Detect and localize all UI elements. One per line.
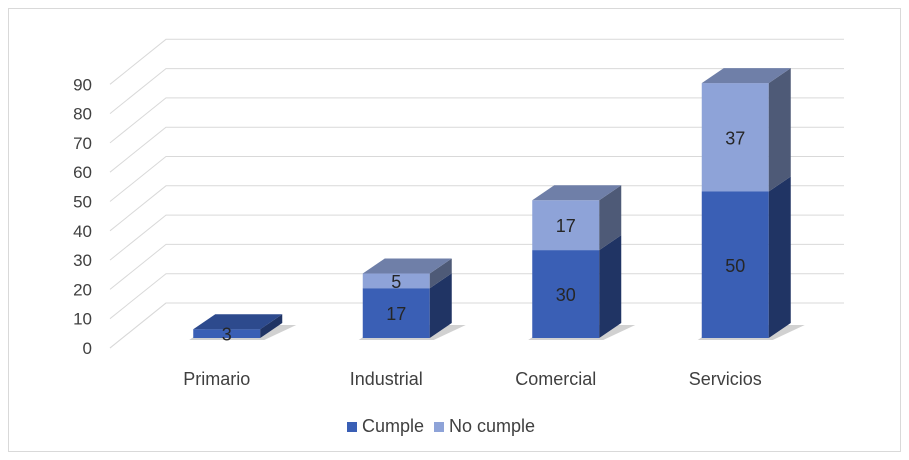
bar-segment-no-cumple (701, 83, 769, 192)
y-tick-label: 10 (73, 310, 92, 329)
gridline (109, 97, 844, 144)
bar-top (701, 68, 791, 84)
y-tick-label: 80 (73, 105, 92, 124)
bar-side (768, 176, 791, 338)
bar-side (599, 235, 622, 338)
gridline (109, 126, 844, 173)
x-category-label: Comercial (515, 369, 596, 389)
legend-label: No cumple (449, 416, 535, 436)
x-axis-categories: Primario Industrial Comercial Servicios (183, 369, 762, 389)
data-label: 5 (391, 272, 401, 292)
x-category-label: Servicios (689, 369, 762, 389)
bar-side (429, 273, 452, 338)
data-label: 50 (725, 256, 745, 276)
x-category-label: Primario (183, 369, 250, 389)
data-label: 17 (556, 216, 576, 236)
bar-top (532, 185, 622, 201)
y-tick-label: 40 (73, 222, 92, 241)
bar-segment-cumple (701, 191, 769, 338)
y-tick-label: 0 (83, 339, 92, 358)
gridline (109, 156, 844, 202)
legend: Cumple No cumple (347, 416, 535, 436)
y-tick-label: 20 (73, 280, 92, 299)
data-label: 17 (386, 304, 406, 324)
bar-segment-cumple (362, 288, 430, 338)
bar-side (599, 185, 622, 251)
bar-side (429, 258, 452, 289)
bar-segment-no-cumple (532, 200, 600, 251)
y-tick-label: 90 (73, 75, 92, 94)
data-labels: 3 17 5 30 17 50 37 (222, 128, 746, 344)
bar-side (768, 68, 791, 192)
gridline (109, 68, 844, 114)
legend-label: Cumple (362, 416, 424, 436)
legend-swatch (434, 422, 444, 432)
y-tick-label: 60 (73, 163, 92, 182)
bar-segment-no-cumple (362, 273, 430, 289)
floor-edge (109, 302, 167, 349)
y-tick-label: 30 (73, 251, 92, 270)
x-category-label: Industrial (350, 369, 423, 389)
y-tick-label: 50 (73, 193, 92, 212)
bar-top (193, 314, 283, 330)
bar-top (362, 258, 452, 274)
bar-segment-cumple (532, 250, 600, 338)
y-tick-label: 70 (73, 134, 92, 153)
legend-swatch (347, 422, 357, 432)
bars (189, 68, 805, 340)
data-label: 30 (556, 285, 576, 305)
bar-side (260, 314, 283, 338)
gridline (109, 38, 844, 85)
data-label: 3 (222, 325, 232, 345)
bar-segment-cumple (193, 329, 261, 338)
data-label: 37 (725, 128, 745, 148)
y-axis-ticks: 0 10 20 30 40 50 60 70 80 90 (73, 75, 92, 358)
